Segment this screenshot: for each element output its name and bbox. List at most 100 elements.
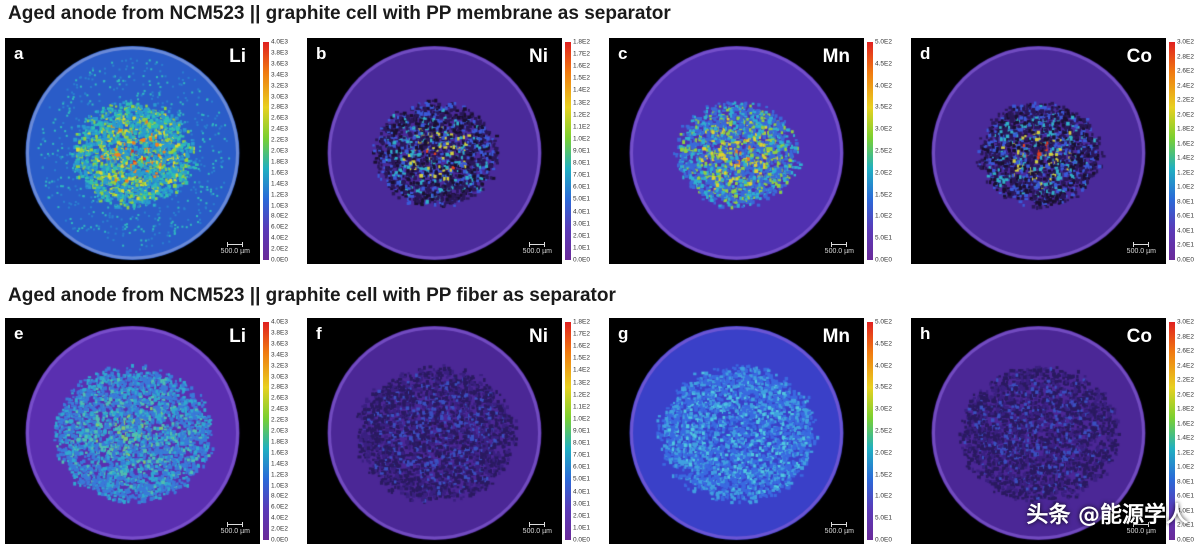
panel-f-ni: f Ni 500.0 µm <box>307 318 562 544</box>
colorbar-tick-label: 2.6E2 <box>1177 67 1194 75</box>
colorbar <box>263 42 269 260</box>
colorbar-tick-label: 7.0E1 <box>573 451 590 459</box>
colorbar-tick-label: 6.0E1 <box>573 463 590 471</box>
colorbar-tick-label: 4.5E2 <box>875 340 892 348</box>
scale-bar: 500.0 µm <box>221 242 250 255</box>
colorbar-tick-label: 5.0E1 <box>573 475 590 483</box>
colorbar-tick-label: 4.0E2 <box>271 234 288 242</box>
colorbar-tick-label: 0.0E0 <box>271 536 288 544</box>
colorbar-tick-label: 1.6E3 <box>271 169 288 177</box>
colorbar-tick-label: 2.8E3 <box>271 383 288 391</box>
colorbar-tick-label: 5.0E1 <box>573 195 590 203</box>
colorbar-tick-label: 1.0E1 <box>573 244 590 252</box>
colorbar-tick-label: 1.0E1 <box>573 524 590 532</box>
colorbar-tick-label: 4.0E1 <box>1177 227 1194 235</box>
element-label: Co <box>1126 326 1152 347</box>
elemental-map-image <box>911 318 1166 544</box>
colorbar-tick-label: 8.0E1 <box>1177 198 1194 206</box>
colorbar-tick-label: 8.0E1 <box>1177 478 1194 486</box>
colorbar-tick-label: 1.4E3 <box>271 180 288 188</box>
elemental-map-image <box>609 318 864 544</box>
colorbar-tick-label: 0.0E0 <box>271 256 288 264</box>
colorbar-tick-label: 4.0E1 <box>1177 507 1194 515</box>
colorbar-tick-label: 2.0E2 <box>1177 391 1194 399</box>
colorbar-tick-label: 1.4E3 <box>271 460 288 468</box>
colorbar-tick-label: 2.2E2 <box>1177 376 1194 384</box>
colorbar-tick-label: 1.8E2 <box>573 318 590 326</box>
panel-c-mn: c Mn 500.0 µm <box>609 38 864 264</box>
colorbar-tick-label: 3.0E3 <box>271 373 288 380</box>
colorbar-tick-label: 1.2E3 <box>271 471 288 479</box>
colorbar-ticks: 5.0E2 4.5E2 4.0E2 3.5E2 3.0E2 2.5E2 2.0E2 1.5E2… <box>875 318 907 544</box>
colorbar-tick-label: 1.6E2 <box>1177 420 1194 428</box>
row-title-2: Aged anode from NCM523 || graphite cell … <box>8 285 616 306</box>
colorbar-tick-label: 5.0E1 <box>875 514 892 522</box>
row-title-1: Aged anode from NCM523 || graphite cell … <box>8 3 671 24</box>
colorbar-tick-label: 1.4E2 <box>573 366 590 374</box>
colorbar-tick-label: 1.2E2 <box>573 391 590 399</box>
colorbar-tick-label: 3.2E3 <box>271 362 288 370</box>
colorbar-tick-label: 1.5E2 <box>875 471 892 479</box>
colorbar-tick-label: 1.4E2 <box>1177 434 1194 442</box>
panel-letter: d <box>920 44 931 63</box>
colorbar-tick-label: 1.0E3 <box>271 482 288 489</box>
colorbar-tick-label: 2.0E3 <box>271 427 288 435</box>
colorbar-tick-label: 2.5E2 <box>875 147 892 155</box>
colorbar-tick-label: 2.0E1 <box>573 512 590 520</box>
colorbar-tick-label: 4.0E2 <box>875 362 892 370</box>
panel-e-li: e Li 500.0 µm <box>5 318 260 544</box>
colorbar-ticks: 4.0E3 3.8E3 3.6E3 3.4E3 3.2E3 3.0E3 2.8E3 2.6E3… <box>271 318 303 544</box>
colorbar <box>565 42 571 260</box>
colorbar-tick-label: 8.0E2 <box>271 492 288 500</box>
colorbar-tick-label: 5.0E1 <box>875 234 892 242</box>
colorbar-tick-label: 1.3E2 <box>573 379 590 387</box>
colorbar-tick-label: 3.5E2 <box>875 383 892 391</box>
colorbar-tick-label: 2.0E2 <box>875 169 892 177</box>
colorbar-tick-label: 1.2E2 <box>1177 449 1194 457</box>
colorbar-tick-label: 2.6E3 <box>271 394 288 402</box>
colorbar-ticks: 3.0E2 2.8E2 2.6E2 2.4E2 2.2E2 2.0E2 1.8E2 1.6E2… <box>1177 318 1200 544</box>
colorbar-tick-label: 3.0E2 <box>1177 318 1194 326</box>
scale-bar-mark <box>227 522 244 527</box>
element-label: Co <box>1126 46 1152 67</box>
colorbar-tick-label: 4.0E2 <box>271 514 288 522</box>
colorbar-tick-label: 1.6E2 <box>573 62 590 70</box>
colorbar-tick-label: 1.2E3 <box>271 191 288 199</box>
colorbar-tick-label: 2.0E1 <box>1177 521 1194 529</box>
elemental-map-image <box>609 38 864 264</box>
colorbar-ticks: 3.0E2 2.8E2 2.6E2 2.4E2 2.2E2 2.0E2 1.8E2 1.6E2… <box>1177 38 1200 264</box>
panel-letter: a <box>14 44 24 63</box>
colorbar-tick-label: 1.6E2 <box>573 342 590 350</box>
colorbar-tick-label: 2.0E2 <box>271 245 288 253</box>
colorbar-tick-label: 3.0E2 <box>1177 38 1194 46</box>
colorbar-tick-label: 1.0E3 <box>271 202 288 209</box>
colorbar-tick-label: 3.5E2 <box>875 103 892 111</box>
colorbar-tick-label: 1.5E2 <box>875 191 892 199</box>
scale-bar-mark <box>1133 242 1150 247</box>
colorbar-tick-label: 1.2E2 <box>573 111 590 119</box>
colorbar-tick-label: 1.8E2 <box>1177 125 1194 133</box>
scale-bar-mark <box>529 242 546 247</box>
colorbar-tick-label: 3.6E3 <box>271 340 288 348</box>
scale-bar-mark <box>227 242 244 247</box>
panel-h-co: h Co 500.0 µm <box>911 318 1166 544</box>
colorbar-tick-label: 2.8E3 <box>271 103 288 111</box>
colorbar-tick-label: 0.0E0 <box>875 536 892 544</box>
colorbar-tick-label: 3.8E3 <box>271 329 288 337</box>
colorbar-tick-label: 1.8E2 <box>573 38 590 46</box>
colorbar-tick-label: 8.0E1 <box>573 159 590 167</box>
scale-bar: 500.0 µm <box>523 522 552 535</box>
colorbar-tick-label: 4.0E2 <box>875 82 892 90</box>
colorbar-tick-label: 0.0E0 <box>875 256 892 264</box>
colorbar <box>1169 322 1175 540</box>
colorbar-tick-label: 6.0E1 <box>1177 492 1194 500</box>
colorbar <box>867 322 873 540</box>
colorbar-tick-label: 1.0E2 <box>1177 183 1194 191</box>
colorbar-tick-label: 4.0E3 <box>271 318 288 326</box>
colorbar-tick-label: 3.8E3 <box>271 49 288 57</box>
colorbar-tick-label: 1.6E3 <box>271 449 288 457</box>
colorbar-tick-label: 2.0E3 <box>271 147 288 155</box>
colorbar-ticks: 4.0E3 3.8E3 3.6E3 3.4E3 3.2E3 3.0E3 2.8E3 2.6E3… <box>271 39 303 264</box>
colorbar-tick-label: 5.0E2 <box>875 318 892 326</box>
colorbar-tick-label: 3.0E2 <box>875 405 892 413</box>
